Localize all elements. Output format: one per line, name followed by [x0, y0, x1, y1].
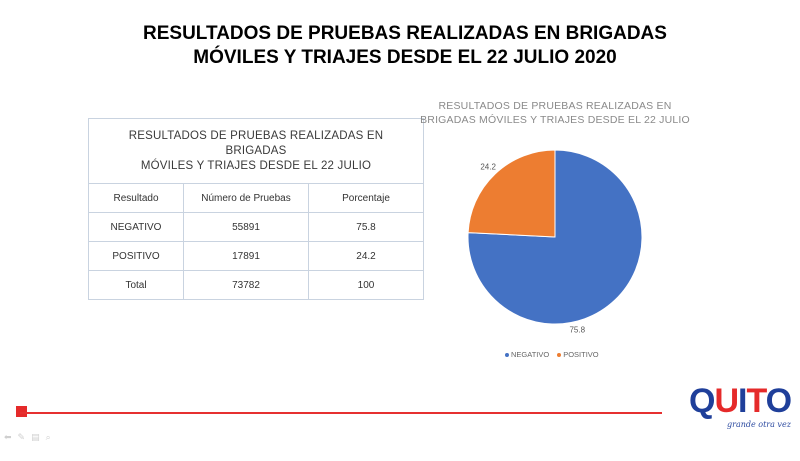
- chart-legend: NEGATIVO POSITIVO: [505, 350, 599, 359]
- results-table: RESULTADOS DE PRUEBAS REALIZADAS EN BRIG…: [88, 118, 424, 300]
- logo-letter: Q: [689, 382, 715, 420]
- table-cell: Total: [88, 270, 184, 300]
- chart-title: RESULTADOS DE PRUEBAS REALIZADAS EN BRIG…: [410, 99, 700, 127]
- table-caption-line-2: MÓVILES Y TRIAJES DESDE EL 22 JULIO: [140, 159, 372, 172]
- accent-square: [16, 406, 27, 417]
- table-cell: 55891: [183, 212, 309, 242]
- logo-letter: T: [746, 382, 766, 420]
- slides-icon[interactable]: ▤: [31, 432, 40, 442]
- table-row: NEGATIVO 55891 75.8: [88, 212, 424, 242]
- table-header-row: Resultado Número de Pruebas Porcentaje: [88, 183, 424, 213]
- slide-title-line-1: RESULTADOS DE PRUEBAS REALIZADAS EN BRIG…: [143, 23, 667, 44]
- legend-label: NEGATIVO: [511, 350, 550, 359]
- table-cell: 73782: [183, 270, 309, 300]
- pie-chart: 75.8 24.2: [467, 149, 643, 334]
- table-cell: 17891: [183, 241, 309, 271]
- pie-data-label: 24.2: [480, 163, 496, 172]
- table-header-porcentaje: Porcentaje: [308, 183, 424, 213]
- table-caption: RESULTADOS DE PRUEBAS REALIZADAS EN BRIG…: [88, 118, 424, 184]
- accent-line: [20, 412, 662, 414]
- table-cell: 75.8: [308, 212, 424, 242]
- logo-wordmark: QUITO: [689, 382, 792, 420]
- zoom-icon[interactable]: ⌕: [45, 432, 51, 442]
- table-cell: POSITIVO: [88, 241, 184, 271]
- pen-icon[interactable]: ✎: [17, 432, 26, 442]
- legend-label: POSITIVO: [563, 350, 599, 359]
- logo-letter: I: [738, 382, 748, 420]
- slide-toolbar: ⬅ ✎ ▤ ⌕: [4, 432, 51, 443]
- legend-swatch: [557, 352, 562, 357]
- legend-item-negativo: NEGATIVO: [505, 350, 549, 359]
- table-cell: 100: [308, 270, 424, 300]
- chart-title-line-2: BRIGADAS MÓVILES Y TRIAJES DESDE EL 22 J…: [420, 114, 690, 126]
- quito-logo: QUITO grande otra vez: [689, 380, 792, 440]
- logo-tagline: grande otra vez: [727, 420, 791, 429]
- legend-swatch: [505, 352, 509, 357]
- table-row: POSITIVO 17891 24.2: [88, 241, 424, 271]
- table-cell: NEGATIVO: [88, 212, 184, 242]
- pie-data-label: 75.8: [569, 325, 585, 334]
- table-header-numero: Número de Pruebas: [183, 183, 309, 213]
- slide-title: RESULTADOS DE PRUEBAS REALIZADAS EN BRIG…: [100, 22, 710, 70]
- table-caption-line-1: RESULTADOS DE PRUEBAS REALIZADAS EN BRIG…: [128, 129, 384, 157]
- arrow-left-icon[interactable]: ⬅: [4, 432, 12, 442]
- logo-letter: O: [765, 382, 792, 420]
- legend-item-positivo: POSITIVO: [557, 350, 599, 359]
- slide-title-line-2: MÓVILES Y TRIAJES DESDE EL 22 JULIO 2020: [193, 47, 617, 68]
- table-row: Total 73782 100: [88, 270, 424, 300]
- pie-slice-positivo: [467, 149, 556, 238]
- table-cell: 24.2: [308, 241, 424, 271]
- table-header-resultado: Resultado: [88, 183, 184, 213]
- chart-title-line-1: RESULTADOS DE PRUEBAS REALIZADAS EN: [438, 100, 672, 112]
- logo-letter: U: [714, 382, 739, 420]
